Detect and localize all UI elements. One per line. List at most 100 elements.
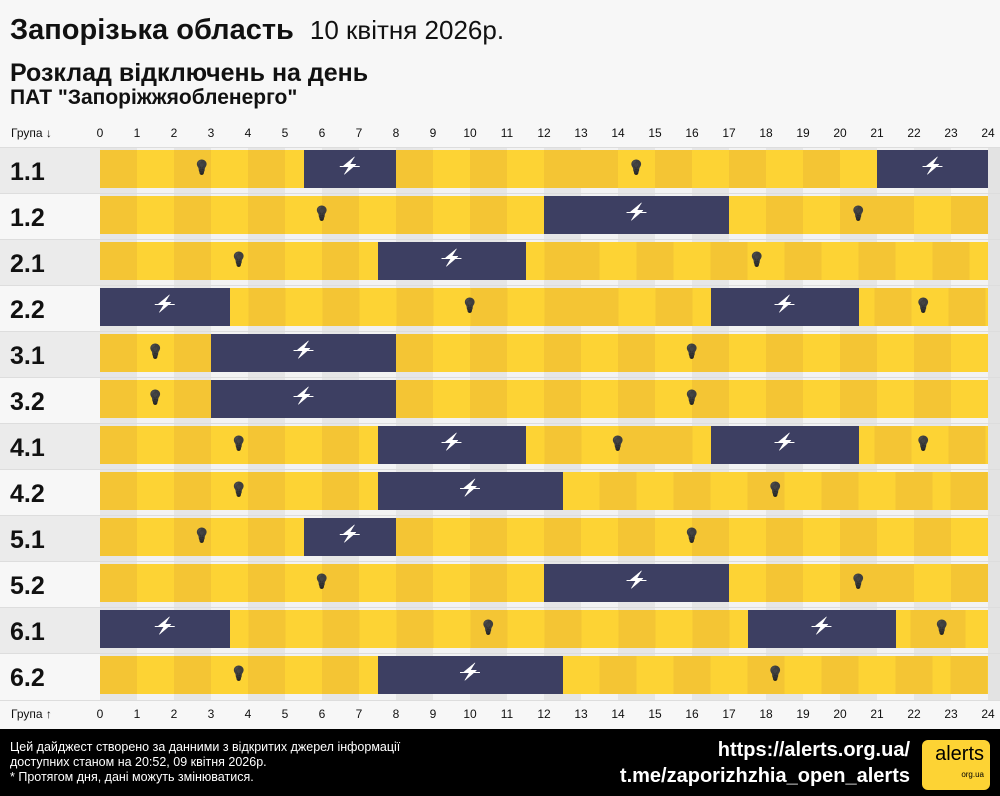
hour-tick: 8 xyxy=(392,126,400,140)
hour-tick: 17 xyxy=(722,126,736,140)
lightbulb-icon: 💡 xyxy=(683,389,701,405)
group-row: 6.1 ⚡ 💡 ⚡ 💡 xyxy=(0,607,1000,654)
hour-tick: 11 xyxy=(500,126,514,140)
lightbulb-icon: 💡 xyxy=(230,251,248,267)
hour-tick: 5 xyxy=(281,707,289,721)
power-on-segment xyxy=(858,288,988,326)
lightbulb-icon: 💡 xyxy=(683,343,701,359)
hour-tick: 16 xyxy=(685,707,699,721)
lightbulb-icon: 💡 xyxy=(193,159,211,175)
power-off-segment xyxy=(747,610,896,648)
hour-tick: 13 xyxy=(574,707,588,721)
group-label: 6.1 xyxy=(0,608,100,654)
no-power-icon: ⚡ xyxy=(626,572,647,589)
hour-tick: 3 xyxy=(207,126,215,140)
hour-tick: 10 xyxy=(463,707,477,721)
group-row: 4.2 💡 ⚡ 💡 xyxy=(0,469,1000,516)
power-on-segment xyxy=(396,334,988,372)
power-on-segment xyxy=(100,564,544,602)
hour-tick: 19 xyxy=(796,126,810,140)
power-on-segment xyxy=(562,656,988,694)
power-on-segment xyxy=(858,426,988,464)
group-label: 2.2 xyxy=(0,286,100,332)
hour-tick: 15 xyxy=(648,707,662,721)
hour-tick: 24 xyxy=(981,126,995,140)
hour-tick: 9 xyxy=(429,707,437,721)
group-label: 4.1 xyxy=(0,424,100,470)
hour-tick: 23 xyxy=(944,126,958,140)
lightbulb-icon: 💡 xyxy=(766,665,784,681)
hour-tick: 16 xyxy=(685,126,699,140)
no-power-icon: ⚡ xyxy=(460,480,480,497)
power-off-segment xyxy=(211,334,396,372)
hour-tick: 23 xyxy=(944,707,958,721)
lightbulb-icon: 💡 xyxy=(230,665,248,681)
no-power-icon: ⚡ xyxy=(626,204,647,221)
lightbulb-icon: 💡 xyxy=(193,527,211,543)
power-on-segment xyxy=(100,472,378,510)
power-on-segment xyxy=(100,150,304,188)
power-off-segment xyxy=(303,518,396,556)
power-off-segment xyxy=(877,150,988,188)
lightbulb-icon: 💡 xyxy=(766,481,784,497)
hour-tick: 22 xyxy=(907,707,921,721)
hour-tick: 17 xyxy=(722,707,736,721)
power-on-segment xyxy=(396,150,877,188)
hour-tick: 9 xyxy=(429,126,437,140)
group-row: 1.1 💡 ⚡ 💡 ⚡ xyxy=(0,147,1000,194)
hour-tick: 20 xyxy=(833,707,847,721)
footer-note: доступних станом на 20:52, 09 квітня 202… xyxy=(10,755,267,769)
power-off-segment xyxy=(710,288,859,326)
group-row: 2.2 ⚡ 💡 ⚡ 💡 xyxy=(0,285,1000,332)
power-off-segment xyxy=(377,472,563,510)
group-label: 3.2 xyxy=(0,378,100,424)
no-power-icon: ⚡ xyxy=(339,158,360,175)
hour-tick: 1 xyxy=(133,126,141,140)
site-link[interactable]: https://alerts.org.ua/ xyxy=(717,739,910,761)
power-on-segment xyxy=(100,242,378,280)
hour-axis-top: Група ↓ 0 1 2 3 4 5 6 7 8 9 10 11 12 13 14 15 16 17 18 19 20 2… xyxy=(0,120,1000,146)
hour-axis-bottom: Група ↑ 0 1 2 3 4 5 6 7 8 9 10 11 12 13 14 15 16 17 18 19 20 2… xyxy=(0,700,1000,726)
footer: Цей дайджест створено за данними з відкр… xyxy=(0,729,1000,796)
power-off-segment xyxy=(303,150,396,188)
hour-tick: 20 xyxy=(833,126,847,140)
group-row: 5.1 💡 ⚡ 💡 xyxy=(0,515,1000,562)
group-label: 6.2 xyxy=(0,654,100,700)
group-row: 6.2 💡 ⚡ 💡 xyxy=(0,653,1000,700)
schedule-grid: 1.1 💡 ⚡ 💡 ⚡ 1.2 💡 ⚡ 💡 2.1 💡 ⚡ 💡 2.2 ⚡ 💡 ⚡ 💡 3.1 💡 ⚡ 💡 3.2 💡 ⚡ 💡 4.… xyxy=(0,147,1000,700)
group-label: 1.2 xyxy=(0,194,100,240)
hour-tick: 7 xyxy=(355,707,363,721)
lightbulb-icon: 💡 xyxy=(627,159,646,175)
group-label: 5.2 xyxy=(0,562,100,608)
power-on-segment xyxy=(562,472,988,510)
no-power-icon: ⚡ xyxy=(154,618,175,635)
no-power-icon: ⚡ xyxy=(339,526,360,543)
header: Запорізька область 10 квітня 2026р. Розкл… xyxy=(10,14,504,110)
hour-tick: 10 xyxy=(463,126,477,140)
no-power-icon: ⚡ xyxy=(460,664,480,681)
group-row: 1.2 💡 ⚡ 💡 xyxy=(0,193,1000,240)
lightbulb-icon: 💡 xyxy=(146,343,165,359)
hour-tick: 14 xyxy=(611,126,625,140)
lightbulb-icon: 💡 xyxy=(479,619,498,635)
power-on-segment xyxy=(525,426,711,464)
group-label: 4.2 xyxy=(0,470,100,516)
lightbulb-icon: 💡 xyxy=(146,389,165,405)
hour-tick: 13 xyxy=(574,126,588,140)
hour-tick: 11 xyxy=(500,707,514,721)
lightbulb-icon: 💡 xyxy=(933,619,951,635)
no-power-icon: ⚡ xyxy=(811,618,832,635)
group-row: 3.1 💡 ⚡ 💡 xyxy=(0,331,1000,378)
power-on-segment xyxy=(525,242,988,280)
lightbulb-icon: 💡 xyxy=(683,527,701,543)
group-label: Група ↓ xyxy=(11,126,52,140)
hour-tick: 5 xyxy=(281,126,289,140)
telegram-link[interactable]: t.me/zaporizhzhia_open_alerts xyxy=(619,765,910,787)
no-power-icon: ⚡ xyxy=(441,250,462,267)
hour-tick: 8 xyxy=(392,707,400,721)
group-label: Група ↑ xyxy=(11,707,52,721)
hour-tick: 21 xyxy=(870,707,884,721)
power-off-segment xyxy=(100,288,230,326)
group-label: 2.1 xyxy=(0,240,100,286)
hour-tick: 2 xyxy=(170,707,178,721)
